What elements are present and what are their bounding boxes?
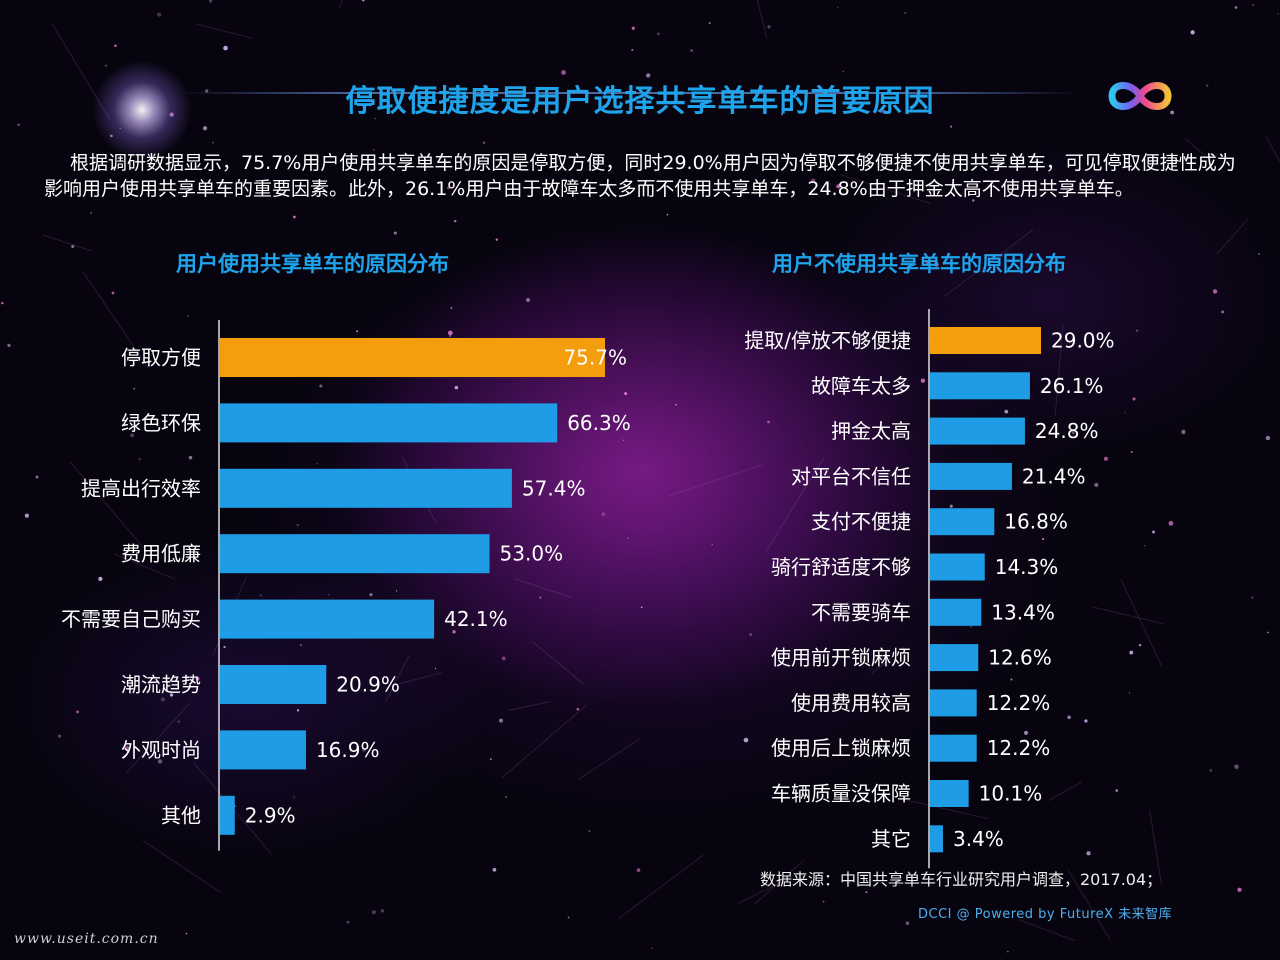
value-label: 29.0% — [1051, 329, 1115, 353]
value-label: 57.4% — [522, 476, 586, 500]
bar-0-1 — [220, 403, 558, 443]
category-label: 提高出行效率 — [81, 476, 201, 500]
category-label: 停取方便 — [121, 346, 201, 370]
bar-1-1 — [930, 372, 1030, 400]
right-chart-title: 用户不使用共享单车的原因分布 — [772, 252, 1066, 276]
bar-0-2 — [220, 468, 512, 508]
bar-1-4 — [930, 508, 995, 536]
value-label: 12.6% — [988, 646, 1052, 670]
category-label: 骑行舒适度不够 — [771, 555, 911, 579]
value-label: 10.1% — [979, 782, 1043, 806]
bar-0-0 — [220, 338, 605, 377]
value-label: 20.9% — [336, 673, 400, 697]
bar-0-3 — [220, 534, 490, 574]
infinity-logo-icon — [1108, 82, 1172, 110]
bar-1-0 — [930, 327, 1041, 354]
powered-by-credit: DCCI @ Powered by FutureX 未来智库 — [918, 907, 1173, 922]
value-label: 26.1% — [1040, 374, 1104, 398]
value-label: 42.1% — [444, 607, 508, 631]
bar-1-3 — [930, 462, 1012, 490]
category-label: 潮流趋势 — [121, 673, 201, 697]
category-label: 其它 — [871, 827, 911, 851]
category-label: 押金太高 — [831, 419, 911, 443]
value-label: 12.2% — [987, 691, 1051, 715]
category-label: 不需要自己购买 — [61, 607, 201, 631]
bar-1-7 — [930, 644, 979, 672]
category-label: 使用前开锁麻烦 — [771, 646, 911, 670]
bar-0-6 — [220, 730, 306, 770]
bar-0-7 — [220, 795, 235, 835]
value-label: 53.0% — [500, 542, 564, 566]
category-label: 使用后上锁麻烦 — [771, 736, 911, 760]
watermark: www.useit.com.cn — [14, 931, 159, 947]
bar-0-5 — [220, 665, 327, 704]
intro-paragraph: 根据调研数据显示，75.7%用户使用共享单车的原因是停取方便，同时29.0%用户… — [44, 152, 1236, 200]
category-label: 提取/停放不够便捷 — [744, 329, 911, 353]
value-label: 75.7% — [563, 346, 627, 370]
left-chart-title: 用户使用共享单车的原因分布 — [176, 252, 449, 276]
category-label: 外观时尚 — [121, 738, 201, 762]
category-label: 绿色环保 — [121, 411, 201, 435]
bar-1-2 — [930, 417, 1025, 445]
bar-0-4 — [220, 599, 435, 639]
category-label: 使用费用较高 — [791, 691, 911, 715]
bar-1-8 — [930, 689, 977, 717]
value-label: 24.8% — [1035, 419, 1099, 443]
value-label: 21.4% — [1022, 464, 1086, 488]
value-label: 66.3% — [567, 411, 631, 435]
bar-1-5 — [930, 553, 985, 581]
category-label: 支付不便捷 — [811, 510, 911, 534]
bar-1-6 — [930, 598, 982, 626]
bar-1-10 — [930, 780, 969, 807]
category-label: 车辆质量没保障 — [771, 782, 911, 806]
bar-1-11 — [930, 825, 944, 853]
value-label: 2.9% — [245, 803, 296, 827]
value-label: 13.4% — [991, 600, 1055, 624]
value-label: 3.4% — [953, 827, 1004, 851]
category-label: 其他 — [161, 803, 201, 827]
category-label: 对平台不信任 — [791, 464, 911, 488]
category-label: 不需要骑车 — [811, 600, 911, 624]
value-label: 16.9% — [316, 738, 380, 762]
page-title: 停取便捷度是用户选择共享单车的首要原因 — [345, 84, 935, 119]
value-label: 14.3% — [995, 555, 1059, 579]
category-label: 故障车太多 — [811, 374, 911, 398]
data-source-note: 数据来源：中国共享单车行业研究用户调查，2017.04； — [760, 870, 1163, 889]
value-label: 12.2% — [987, 736, 1051, 760]
category-label: 费用低廉 — [121, 542, 201, 566]
title-divider — [180, 92, 1080, 94]
lens-flare-icon — [92, 60, 192, 160]
bar-1-9 — [930, 734, 977, 762]
value-label: 16.8% — [1004, 510, 1068, 534]
